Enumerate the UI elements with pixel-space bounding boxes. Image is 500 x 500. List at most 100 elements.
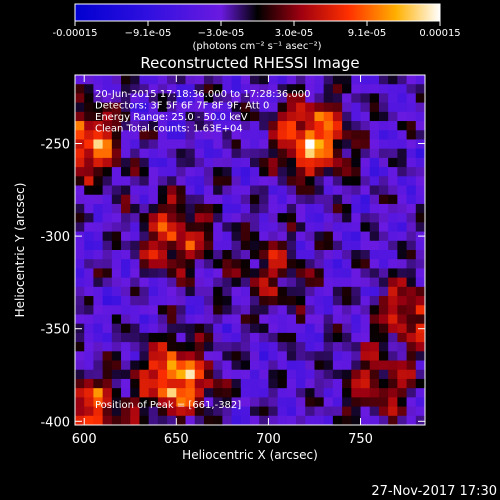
heatmap-cell <box>84 121 94 131</box>
heatmap-cell <box>167 277 177 288</box>
heatmap-cell <box>296 250 306 260</box>
heatmap-cell <box>378 415 389 425</box>
heatmap-cell <box>194 388 205 398</box>
heatmap-cell <box>259 369 269 380</box>
heatmap-cell <box>148 415 159 425</box>
heatmap-cell <box>231 167 242 177</box>
heatmap-cell <box>296 406 306 417</box>
heatmap-cell <box>342 406 352 417</box>
heatmap-cell <box>268 231 279 242</box>
heatmap-cell <box>259 332 269 343</box>
heatmap-cell <box>378 259 389 269</box>
heatmap-cell <box>231 93 242 104</box>
heatmap-cell <box>148 378 159 389</box>
heatmap-cell <box>148 75 159 85</box>
heatmap-cell <box>406 406 417 417</box>
heatmap-cell <box>84 213 94 223</box>
heatmap-cell <box>406 415 417 425</box>
heatmap-cell <box>148 314 159 325</box>
heatmap-cell <box>286 93 297 104</box>
heatmap-cell <box>75 277 85 288</box>
heatmap-cell <box>93 194 104 205</box>
heatmap-cell <box>351 167 361 177</box>
heatmap-cell <box>250 130 260 140</box>
heatmap-cell <box>139 111 150 122</box>
heatmap-cell <box>342 222 352 232</box>
heatmap-cell <box>378 360 389 371</box>
heatmap-cell <box>378 286 389 297</box>
heatmap-cell <box>157 250 168 260</box>
heatmap-cell <box>139 185 150 196</box>
heatmap-cell <box>277 102 288 113</box>
heatmap-cell <box>213 203 223 214</box>
heatmap-cell <box>222 185 232 196</box>
heatmap-cell <box>397 259 407 269</box>
heatmap-cell <box>203 305 214 315</box>
heatmap-cell <box>415 203 425 214</box>
heatmap-cell <box>296 167 306 177</box>
heatmap-cell <box>388 75 398 85</box>
heatmap-cell <box>121 84 131 94</box>
heatmap-cell <box>130 259 140 269</box>
heatmap-cell <box>388 176 398 186</box>
heatmap-cell <box>75 84 85 94</box>
heatmap-cell <box>176 194 186 205</box>
heatmap-cell <box>84 332 94 343</box>
heatmap-cell <box>342 203 352 214</box>
heatmap-cell <box>259 388 269 398</box>
heatmap-cell <box>84 157 94 168</box>
heatmap-cell <box>378 157 389 168</box>
heatmap-cell <box>305 378 315 389</box>
heatmap-cell <box>351 332 361 343</box>
heatmap-cell <box>351 250 361 260</box>
heatmap-cell <box>240 240 251 251</box>
heatmap-cell <box>259 130 269 140</box>
heatmap-cell <box>130 222 140 232</box>
heatmap-cell <box>121 323 131 334</box>
heatmap-cell <box>75 250 85 260</box>
heatmap-cell <box>323 222 334 232</box>
heatmap-cell <box>157 139 168 150</box>
heatmap-cell <box>277 176 288 186</box>
heatmap-cell <box>332 148 343 159</box>
heatmap-cell <box>406 305 417 315</box>
heatmap-cell <box>121 93 131 104</box>
heatmap-cell <box>93 415 104 425</box>
heatmap-cell <box>277 111 288 122</box>
heatmap-cell <box>369 406 380 417</box>
heatmap-cell <box>351 342 361 352</box>
heatmap-cell <box>176 213 186 223</box>
heatmap-cell <box>231 259 242 269</box>
heatmap-cell <box>194 259 205 269</box>
heatmap-cell <box>277 231 288 242</box>
heatmap-cell <box>102 157 113 168</box>
colorbar-tick-label: -0.00015 <box>53 28 98 39</box>
heatmap-cell <box>222 332 232 343</box>
heatmap-cell <box>75 222 85 232</box>
heatmap-cell <box>314 194 325 205</box>
heatmap-cell <box>250 378 260 389</box>
heatmap-cell <box>369 75 380 85</box>
heatmap-cell <box>139 194 150 205</box>
heatmap-cell <box>130 213 140 223</box>
heatmap-cell <box>286 185 297 196</box>
heatmap-cell <box>250 323 260 334</box>
heatmap-cell <box>250 111 260 122</box>
heatmap-cell <box>314 250 325 260</box>
heatmap-cell <box>277 323 288 334</box>
heatmap-cell <box>240 314 251 325</box>
heatmap-cell <box>185 259 196 269</box>
heatmap-cell <box>305 259 315 269</box>
heatmap-cell <box>286 213 297 223</box>
heatmap-cell <box>277 157 288 168</box>
heatmap-cell <box>397 130 407 140</box>
heatmap-cell <box>185 130 196 140</box>
heatmap-cell <box>277 130 288 140</box>
heatmap-cell <box>84 148 94 159</box>
heatmap-cell <box>185 342 196 352</box>
heatmap-cell <box>157 323 168 334</box>
heatmap-cell <box>111 378 122 389</box>
heatmap-cell <box>332 369 343 380</box>
heatmap-cell <box>259 203 269 214</box>
heatmap-cell <box>342 121 352 131</box>
